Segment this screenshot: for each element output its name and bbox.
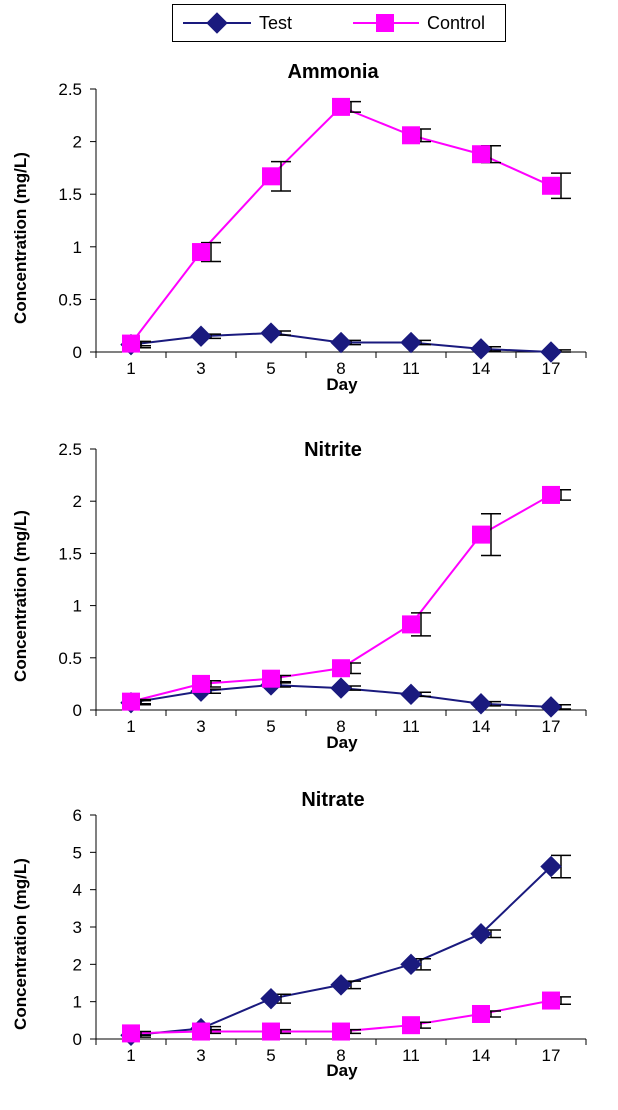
legend-label-control: Control	[427, 13, 485, 33]
data-point-test	[330, 331, 352, 354]
data-point-control	[122, 334, 140, 353]
data-point-control	[332, 659, 350, 678]
x-tick-label: 11	[402, 717, 420, 736]
y-tick-label: 0.5	[58, 649, 82, 668]
y-tick-label: 2	[73, 955, 82, 974]
x-tick-label: 14	[472, 1046, 491, 1065]
x-tick-label: 5	[266, 359, 275, 378]
y-axis-label: Concentration (mg/L)	[11, 858, 30, 1030]
data-point-test	[540, 855, 562, 878]
data-point-control	[542, 485, 560, 504]
data-point-control	[472, 525, 490, 544]
x-tick-label: 8	[336, 717, 345, 736]
y-tick-label: 2	[73, 133, 82, 152]
data-point-test	[330, 974, 352, 996]
chart-legend: Test Control	[172, 4, 506, 42]
x-tick-label: 14	[472, 359, 491, 378]
x-axis-label: Day	[326, 1061, 358, 1080]
data-point-test	[470, 923, 492, 945]
data-point-control	[262, 669, 280, 688]
chart-title: Ammonia	[287, 61, 379, 83]
x-tick-label: 1	[126, 1046, 135, 1065]
data-point-test	[540, 341, 562, 363]
data-point-test	[400, 953, 422, 976]
data-point-control	[122, 1024, 140, 1043]
data-point-control	[472, 1004, 490, 1023]
chart-title: Nitrite	[304, 439, 362, 461]
data-point-control	[542, 991, 560, 1010]
data-point-test	[470, 693, 492, 715]
data-point-test	[400, 683, 422, 706]
y-tick-label: 1	[73, 993, 82, 1012]
x-tick-label: 1	[126, 359, 135, 378]
nitrate-chart: Nitrate Concentration (mg/L) Day 0 1 2 3 4 5 6…	[0, 760, 618, 1110]
x-tick-label: 3	[196, 717, 205, 736]
x-axis-label: Day	[326, 375, 358, 394]
data-point-control	[332, 1022, 350, 1041]
y-axis-label: Concentration (mg/L)	[11, 152, 30, 324]
data-point-control	[122, 692, 140, 711]
legend-label-test: Test	[259, 13, 292, 33]
y-tick-label: 5	[73, 843, 82, 862]
x-tick-label: 11	[402, 359, 420, 378]
data-point-control	[192, 1022, 210, 1041]
x-tick-label: 8	[336, 1046, 345, 1065]
ammonia-chart: Ammonia Concentration (mg/L) Day 0 0.5 1 1.…	[0, 52, 618, 402]
data-point-control	[262, 1022, 280, 1041]
y-tick-label: 0	[73, 1030, 82, 1049]
x-tick-label: 14	[472, 717, 491, 736]
y-tick-label: 1.5	[58, 185, 82, 204]
data-point-control	[192, 674, 210, 693]
data-point-control	[262, 167, 280, 186]
y-tick-label: 1.5	[58, 544, 82, 563]
y-tick-label: 2.5	[58, 80, 82, 99]
y-tick-label: 6	[73, 806, 82, 825]
x-tick-label: 3	[196, 359, 205, 378]
data-point-control	[542, 176, 560, 195]
x-tick-label: 17	[542, 359, 561, 378]
y-tick-label: 2	[73, 492, 82, 511]
y-tick-label: 4	[73, 881, 82, 900]
x-tick-label: 17	[542, 717, 561, 736]
data-point-control	[332, 97, 350, 116]
data-point-test	[190, 325, 212, 347]
data-point-test	[330, 677, 352, 699]
data-point-test	[260, 322, 282, 344]
y-tick-label: 2.5	[58, 440, 82, 459]
data-point-control	[192, 243, 210, 262]
y-tick-label: 1	[73, 597, 82, 616]
data-point-control	[402, 1016, 420, 1035]
chart-title: Nitrate	[301, 789, 364, 811]
x-tick-label: 17	[542, 1046, 561, 1065]
data-point-control	[402, 615, 420, 634]
x-tick-label: 5	[266, 717, 275, 736]
y-tick-label: 0	[73, 343, 82, 362]
y-axis-label: Concentration (mg/L)	[11, 510, 30, 682]
x-tick-label: 11	[402, 1046, 420, 1065]
data-point-test	[260, 987, 282, 1010]
legend-marker-test	[206, 12, 228, 34]
y-tick-label: 1	[73, 238, 82, 257]
x-tick-label: 5	[266, 1046, 275, 1065]
data-point-test	[470, 338, 492, 360]
data-point-control	[472, 145, 490, 164]
series-line-control	[130, 105, 552, 345]
data-point-test	[540, 696, 562, 718]
data-point-test	[400, 331, 422, 354]
y-tick-label: 3	[73, 918, 82, 937]
x-axis-label: Day	[326, 733, 358, 752]
x-tick-label: 1	[126, 717, 135, 736]
nitrite-chart: Nitrite Concentration (mg/L) Day 0 0.5 1 1.…	[0, 410, 618, 760]
x-tick-label: 8	[336, 359, 345, 378]
y-tick-label: 0	[73, 701, 82, 720]
x-tick-label: 3	[196, 1046, 205, 1065]
legend-marker-control	[376, 14, 394, 32]
data-point-control	[402, 126, 420, 145]
y-tick-label: 0.5	[58, 290, 82, 309]
